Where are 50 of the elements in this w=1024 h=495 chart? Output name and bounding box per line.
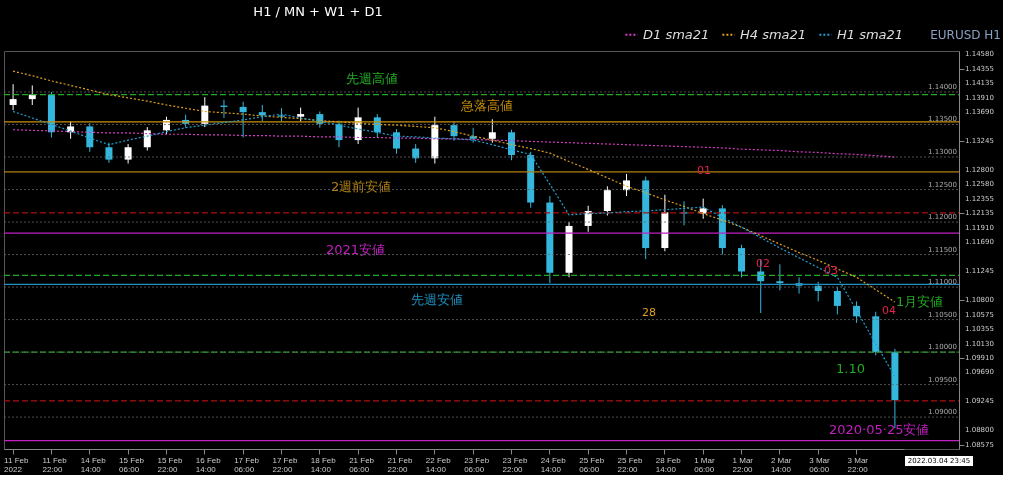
candlestick	[488, 118, 496, 144]
candlestick	[86, 122, 94, 153]
x-tick-label: 1 Mar 22:00	[732, 455, 754, 474]
ref-line-label: 2週前安値	[331, 178, 392, 194]
x-tick-label: 11 Feb 22:00	[42, 455, 68, 474]
legend-label: D1 sma21	[643, 26, 710, 42]
candlestick	[239, 101, 247, 138]
candlestick	[603, 185, 611, 217]
x-tick-label: 21 Feb 06:00	[349, 455, 375, 474]
ref-line-label: 先週安値	[411, 292, 463, 308]
x-tick-label: 22 Feb 14:00	[425, 455, 452, 474]
candlestick	[450, 120, 458, 142]
x-tick-label: 17 Feb 22:00	[272, 455, 298, 474]
candlestick	[738, 244, 746, 278]
x-tick-label: 11 Feb 2022	[4, 455, 29, 474]
x-tick-label: 21 Feb 22:00	[387, 455, 413, 474]
x-tick-label: 15 Feb 06:00	[119, 455, 145, 474]
candlestick	[392, 128, 400, 155]
text: EURUSD H1	[930, 28, 1001, 42]
x-tick-label: 3 Mar 06:00	[809, 455, 830, 474]
annotation: 28	[642, 306, 656, 319]
legend-label: H4 sma21	[740, 26, 807, 42]
ref-line-label: 2020·05·25安値	[829, 421, 930, 437]
annotation: 03	[824, 264, 838, 277]
legend-label: H1 sma21	[837, 26, 904, 42]
ref-line-label: 急落高値	[460, 97, 513, 113]
x-tick-label: 15 Feb 22:00	[157, 455, 183, 474]
ref-line-label: 1.10	[836, 361, 865, 377]
candlestick	[776, 263, 784, 291]
ref-line-label: 1月安値	[896, 294, 944, 310]
candlestick	[9, 83, 17, 111]
x-tick-label: 25 Feb 22:00	[617, 455, 643, 474]
candlestick	[508, 129, 516, 161]
chart-title: H1 / MN + W1 + D1	[253, 4, 383, 19]
x-tick-label: 18 Feb 14:00	[310, 455, 337, 474]
candlestick	[833, 286, 841, 315]
ref-line-label: 2021安値	[326, 242, 386, 258]
x-tick-label: 2 Mar 14:00	[770, 455, 792, 474]
x-tick-label: 17 Feb 06:00	[234, 455, 260, 474]
annotation: 04	[882, 304, 896, 317]
ref-line-label: 先週高値	[346, 70, 398, 86]
x-tick-label: 23 Feb 22:00	[502, 455, 528, 474]
x-tick-label: 25 Feb 06:00	[579, 455, 605, 474]
x-tick-label: 16 Feb 14:00	[195, 455, 222, 474]
x-tick-label: 14 Feb 14:00	[80, 455, 107, 474]
x-tick-label: 23 Feb 06:00	[464, 455, 490, 474]
x-tick-label: 24 Feb 14:00	[540, 455, 567, 474]
x-tick-label: 28 Feb 14:00	[655, 455, 682, 474]
x-tick-label: 1 Mar 06:00	[694, 455, 715, 474]
x-tick-label: 3 Mar 22:00	[847, 455, 869, 474]
